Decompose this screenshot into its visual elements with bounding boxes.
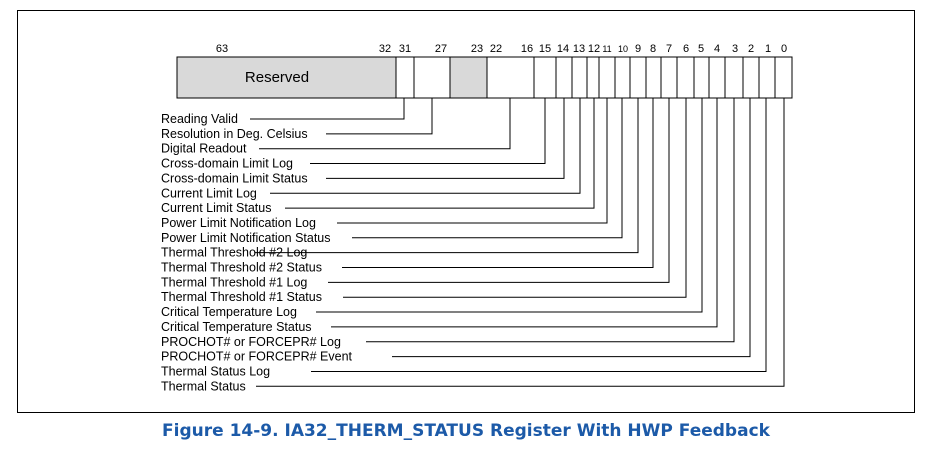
figure-caption: Figure 14-9. IA32_THERM_STATUS Register … — [162, 421, 770, 441]
bit-number-16: 16 — [521, 43, 533, 55]
bit-number-labels: 63 32 31 27 23 22 16 15 14 13 12 11 10 9 8 7 6 5 4 3 2 1 0 — [216, 43, 787, 55]
leader-line — [256, 98, 785, 387]
register-outline — [176, 56, 793, 99]
bit-number-2: 2 — [748, 43, 754, 55]
bit-number-23: 23 — [471, 43, 483, 55]
field-label: Thermal Threshold #1 Status — [161, 290, 322, 304]
bit-number-10: 10 — [618, 44, 628, 54]
field-label: Power Limit Notification Log — [161, 216, 316, 230]
bit-number-9: 9 — [635, 43, 641, 55]
figure-frame — [17, 10, 915, 413]
bit-number-12: 12 — [588, 43, 600, 55]
field-label: Reading Valid — [161, 112, 238, 126]
field-label: Thermal Threshold #1 Log — [161, 275, 307, 289]
bit-number-11: 11 — [602, 44, 611, 54]
bit-number-13: 13 — [573, 43, 585, 55]
leader-line — [255, 98, 639, 254]
bit-number-32: 32 — [379, 43, 391, 55]
register-box: Reserved — [176, 56, 793, 99]
field-dividers — [395, 57, 776, 98]
leader-line — [259, 98, 511, 150]
leader-line — [342, 98, 654, 268]
leader-line — [310, 98, 546, 165]
field-label: PROCHOT# or FORCEPR# Log — [161, 335, 341, 349]
field-label: Critical Temperature Log — [161, 305, 297, 319]
leader-line — [337, 98, 608, 224]
leader-line — [311, 98, 767, 372]
leader-line — [328, 98, 670, 283]
leader-line — [250, 98, 405, 120]
field-label: Cross-domain Limit Log — [161, 157, 293, 171]
field-label: Thermal Threshold #2 Status — [161, 261, 322, 275]
field-label: Current Limit Status — [161, 201, 271, 215]
bit-number-1: 1 — [765, 43, 771, 55]
leader-line — [366, 98, 735, 343]
bit-number-31: 31 — [399, 43, 411, 55]
leader-line — [352, 98, 623, 239]
bit-number-22: 22 — [490, 43, 502, 55]
field-label: Thermal Status — [161, 379, 246, 393]
leader-line — [331, 98, 718, 328]
leader-line — [270, 98, 581, 194]
leader-line — [326, 98, 565, 179]
field-label: Resolution in Deg. Celsius — [161, 127, 308, 141]
bit-number-3: 3 — [732, 43, 738, 55]
field-label: Critical Temperature Status — [161, 320, 312, 334]
field-label: Power Limit Notification Status — [161, 231, 331, 245]
bit-number-27: 27 — [435, 43, 447, 55]
field-leaders — [250, 98, 785, 387]
leader-line — [285, 98, 595, 209]
bit-number-8: 8 — [650, 43, 656, 55]
leader-line — [343, 98, 687, 298]
bit-number-0: 0 — [781, 43, 787, 55]
field-label: Cross-domain Limit Status — [161, 171, 308, 185]
reserved-label: Reserved — [245, 69, 309, 86]
leader-line — [326, 98, 433, 135]
bit-number-15: 15 — [539, 43, 551, 55]
leader-line — [392, 98, 751, 358]
bit-number-6: 6 — [683, 43, 689, 55]
bit-number-14: 14 — [557, 43, 569, 55]
bit-number-4: 4 — [714, 43, 720, 55]
bit-number-63: 63 — [216, 43, 228, 55]
bit-number-7: 7 — [666, 43, 672, 55]
field-label: Thermal Status Log — [161, 364, 270, 378]
reserved-field-26-23 — [449, 56, 488, 99]
field-label: PROCHOT# or FORCEPR# Event — [161, 350, 353, 364]
leader-line — [316, 98, 703, 313]
field-label: Current Limit Log — [161, 186, 257, 200]
field-label: Digital Readout — [161, 142, 247, 156]
register-diagram: 63 32 31 27 23 22 16 15 14 13 12 11 10 9 8 7 6 5 4 3 2 1 0 Res… — [161, 43, 793, 393]
field-label: Thermal Threshold #2 Log — [161, 246, 307, 260]
bit-number-5: 5 — [698, 43, 704, 55]
